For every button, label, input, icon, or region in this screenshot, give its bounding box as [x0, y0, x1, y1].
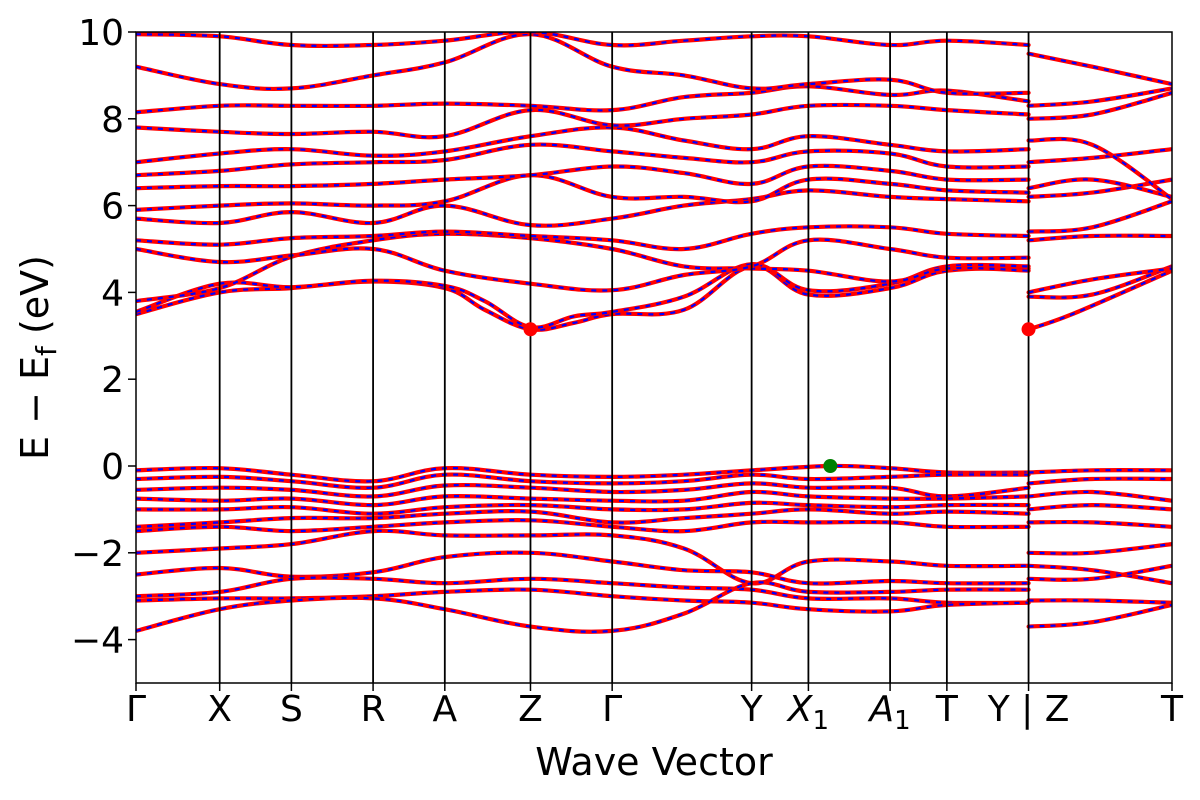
band-line-dashed-c1 [136, 265, 1029, 331]
y-tick-label: 6 [101, 187, 124, 228]
band-line-dashed-r5 [1028, 200, 1172, 233]
band-line-dashed-r14 [1028, 477, 1172, 485]
y-tick-label: 8 [101, 100, 124, 141]
x-tick-label: T [935, 689, 959, 730]
y-axis-label-unit: (eV) [13, 255, 57, 346]
x-tick-label: R [361, 689, 386, 730]
x-axis-ticks: Γ X S R A Z Γ Y X1 A1 T Y | Z T [126, 683, 1184, 736]
band-line-dashed-r8 [1028, 148, 1172, 164]
extrema-markers [523, 322, 1036, 473]
band-line-dashed-r18 [1028, 543, 1172, 555]
band-line-v3 [136, 481, 1031, 499]
y-axis-label-subscript: f [30, 345, 63, 356]
x-tick-label: S [280, 689, 303, 730]
y-tick-label: −4 [71, 621, 124, 662]
band-line-dashed-r2 [1028, 265, 1172, 299]
y-axis-ticks: −4 −2 0 2 4 6 8 10 [71, 13, 136, 662]
band-line-c6 [136, 188, 1031, 228]
x-tick-label: Z [518, 689, 543, 730]
band-line-dashed-r13 [1028, 469, 1172, 474]
x-tick-label: Γ [126, 689, 146, 730]
y-tick-label: 0 [101, 447, 124, 488]
band-line-v12 [136, 580, 1031, 634]
plot-frame [135, 31, 1173, 684]
y-tick-label: 4 [101, 273, 124, 314]
band-line-dashed-r1 [1028, 269, 1172, 331]
band-line-dashed-r17 [1028, 520, 1172, 528]
y-axis-label-main: E − E [13, 356, 57, 460]
x-tick-label: A1 [867, 689, 910, 736]
band-line-dashed-r7 [1028, 178, 1172, 198]
band-line-dashed-r9 [1028, 137, 1172, 201]
band-line-r15 [1026, 489, 1172, 503]
vbm-marker [823, 459, 838, 473]
band-line-dashed-r11 [1028, 87, 1172, 107]
x-tick-label: X1 [786, 689, 829, 736]
x-tick-label: Γ [602, 689, 622, 730]
band-line-dashed-r4 [1028, 234, 1172, 242]
band-line-r5 [1026, 199, 1172, 234]
band-line-dashed-r6 [1028, 178, 1172, 198]
x-tick-label: A [432, 689, 457, 730]
cbm-marker [1021, 322, 1036, 337]
x-axis-label: Wave Vector [535, 740, 773, 784]
x-tick-label: Y | Z [987, 689, 1070, 730]
y-tick-label: 2 [101, 360, 124, 401]
band-line-c2 [136, 262, 1031, 330]
band-line-v9 [136, 550, 1031, 586]
band-line-dashed-c7 [136, 174, 1029, 211]
band-line-r18 [1026, 542, 1172, 556]
band-line-dashed-r15 [1028, 490, 1172, 502]
band-line-r22 [1026, 602, 1172, 629]
y-tick-label: 10 [78, 13, 124, 54]
x-tick-label: X [207, 689, 232, 730]
band-line-dashed-r22 [1028, 603, 1172, 628]
band-line-dashed-r20 [1028, 564, 1172, 581]
band-line-dashed-r21 [1028, 599, 1172, 604]
band-line-dashed-r19 [1028, 564, 1172, 585]
band-line-dashed-r16 [1028, 503, 1172, 511]
x-tick-label: Y [740, 689, 764, 730]
cbm-marker [523, 322, 538, 337]
x-tick-label: T [1160, 689, 1184, 730]
band-line-dashed-r10 [1028, 91, 1172, 120]
band-line-dashed-c2 [136, 263, 1029, 329]
kpoint-vertical-lines [218, 32, 1030, 683]
band-line-dashed-r3 [1028, 267, 1172, 294]
band-line-c1 [136, 264, 1031, 332]
band-line-dashed-r12 [1028, 52, 1172, 86]
y-axis-label: E − Ef (eV) [13, 255, 63, 460]
y-tick-label: −2 [71, 534, 124, 575]
